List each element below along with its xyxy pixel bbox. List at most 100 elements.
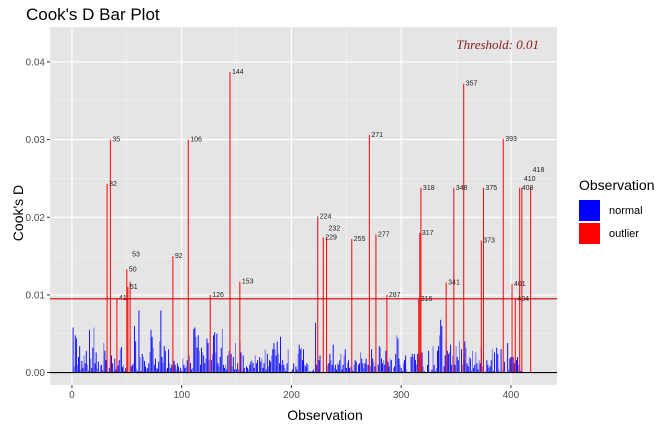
bar-normal xyxy=(466,363,468,373)
bar-normal xyxy=(130,366,132,373)
bar-normal xyxy=(370,366,371,373)
bar-normal xyxy=(341,369,343,373)
bar-normal xyxy=(139,357,141,373)
bar-normal xyxy=(181,371,183,373)
bar-normal xyxy=(309,371,311,373)
bar-normal xyxy=(394,366,396,373)
bar-normal xyxy=(179,371,180,373)
outlier-label: 92 xyxy=(175,253,183,260)
bar-normal xyxy=(293,363,295,373)
bar-normal xyxy=(439,335,441,373)
bar-normal xyxy=(381,358,382,373)
bar-normal xyxy=(363,367,365,373)
bar-normal xyxy=(176,363,178,373)
bar-normal xyxy=(149,352,151,373)
y-tick-label: 0.00 xyxy=(26,368,46,379)
bar-normal xyxy=(154,358,156,373)
bar-normal xyxy=(184,367,186,373)
bar-normal xyxy=(283,364,285,373)
outlier-label: 106 xyxy=(190,137,202,144)
bar-normal xyxy=(298,344,300,373)
bar-normal xyxy=(159,341,161,373)
bar-normal xyxy=(95,352,97,373)
bar-normal xyxy=(217,363,219,373)
bar-normal xyxy=(503,361,505,373)
bar-normal xyxy=(192,367,194,373)
bar-normal xyxy=(379,347,381,373)
y-tick-label: 0.04 xyxy=(26,57,46,68)
bar-normal xyxy=(83,355,85,373)
bar-normal xyxy=(203,355,205,373)
bar-normal xyxy=(345,367,347,373)
bar-normal xyxy=(90,358,92,373)
bar-normal xyxy=(252,363,254,373)
bar-normal xyxy=(366,364,368,373)
bar-normal xyxy=(422,366,424,373)
bar-normal xyxy=(241,371,243,373)
bar-normal xyxy=(146,369,148,373)
bar-normal xyxy=(163,346,165,373)
bar-normal xyxy=(270,361,272,373)
bar-normal xyxy=(228,350,230,373)
bar-normal xyxy=(362,363,364,373)
bar-normal xyxy=(396,335,398,373)
bar-normal xyxy=(355,361,357,373)
bar-normal xyxy=(449,352,450,373)
bar-normal xyxy=(267,366,269,373)
bar-normal xyxy=(173,360,175,373)
bar-outlier xyxy=(322,237,324,373)
bar-normal xyxy=(240,352,242,373)
bar-normal xyxy=(221,329,223,373)
bar-normal xyxy=(143,360,145,373)
bar-outlier xyxy=(386,294,388,373)
bar-outlier xyxy=(480,240,482,373)
bar-normal xyxy=(382,363,384,373)
outlier-label: 375 xyxy=(485,185,497,192)
bar-normal xyxy=(340,353,342,373)
bar-normal xyxy=(243,367,245,373)
bar-normal xyxy=(91,367,93,373)
legend-item-normal: normal xyxy=(579,199,654,222)
bar-normal xyxy=(458,341,460,373)
bar-normal xyxy=(142,357,144,373)
outlier-label: 410 xyxy=(524,176,536,183)
bar-normal xyxy=(423,371,425,373)
bar-normal xyxy=(165,369,167,373)
bar-normal xyxy=(152,347,154,373)
bar-normal xyxy=(303,349,304,373)
bar-normal xyxy=(85,350,87,373)
bar-normal xyxy=(153,364,155,373)
bar-normal xyxy=(255,363,257,373)
bar-normal xyxy=(135,341,137,373)
bar-outlier xyxy=(418,298,420,373)
bar-normal xyxy=(447,353,449,373)
bar-normal xyxy=(365,358,367,373)
bar-outlier xyxy=(326,237,328,373)
bar-normal xyxy=(282,360,284,373)
bar-normal xyxy=(462,364,464,373)
bar-normal xyxy=(496,347,498,373)
bar-normal xyxy=(131,364,133,373)
bar-normal xyxy=(207,343,209,373)
bar-outlier xyxy=(129,281,131,373)
bar-normal xyxy=(398,358,400,373)
bar-normal xyxy=(114,358,116,373)
bar-outlier xyxy=(502,138,504,373)
bar-normal xyxy=(286,363,288,373)
bar-normal xyxy=(464,341,466,373)
bar-normal xyxy=(140,371,142,373)
bar-normal xyxy=(280,336,281,373)
bar-normal xyxy=(431,369,433,373)
bar-normal xyxy=(162,363,164,373)
bar-normal xyxy=(330,360,332,373)
bar-normal xyxy=(475,352,477,373)
bar-normal xyxy=(319,355,321,373)
bar-normal xyxy=(141,353,143,373)
bar-normal xyxy=(434,371,436,373)
outlier-label: 317 xyxy=(422,230,434,237)
outlier-label: 401 xyxy=(514,281,526,288)
bar-normal xyxy=(105,360,107,373)
bar-normal xyxy=(226,369,228,373)
bar-normal xyxy=(338,364,340,373)
bar-normal xyxy=(125,367,127,373)
